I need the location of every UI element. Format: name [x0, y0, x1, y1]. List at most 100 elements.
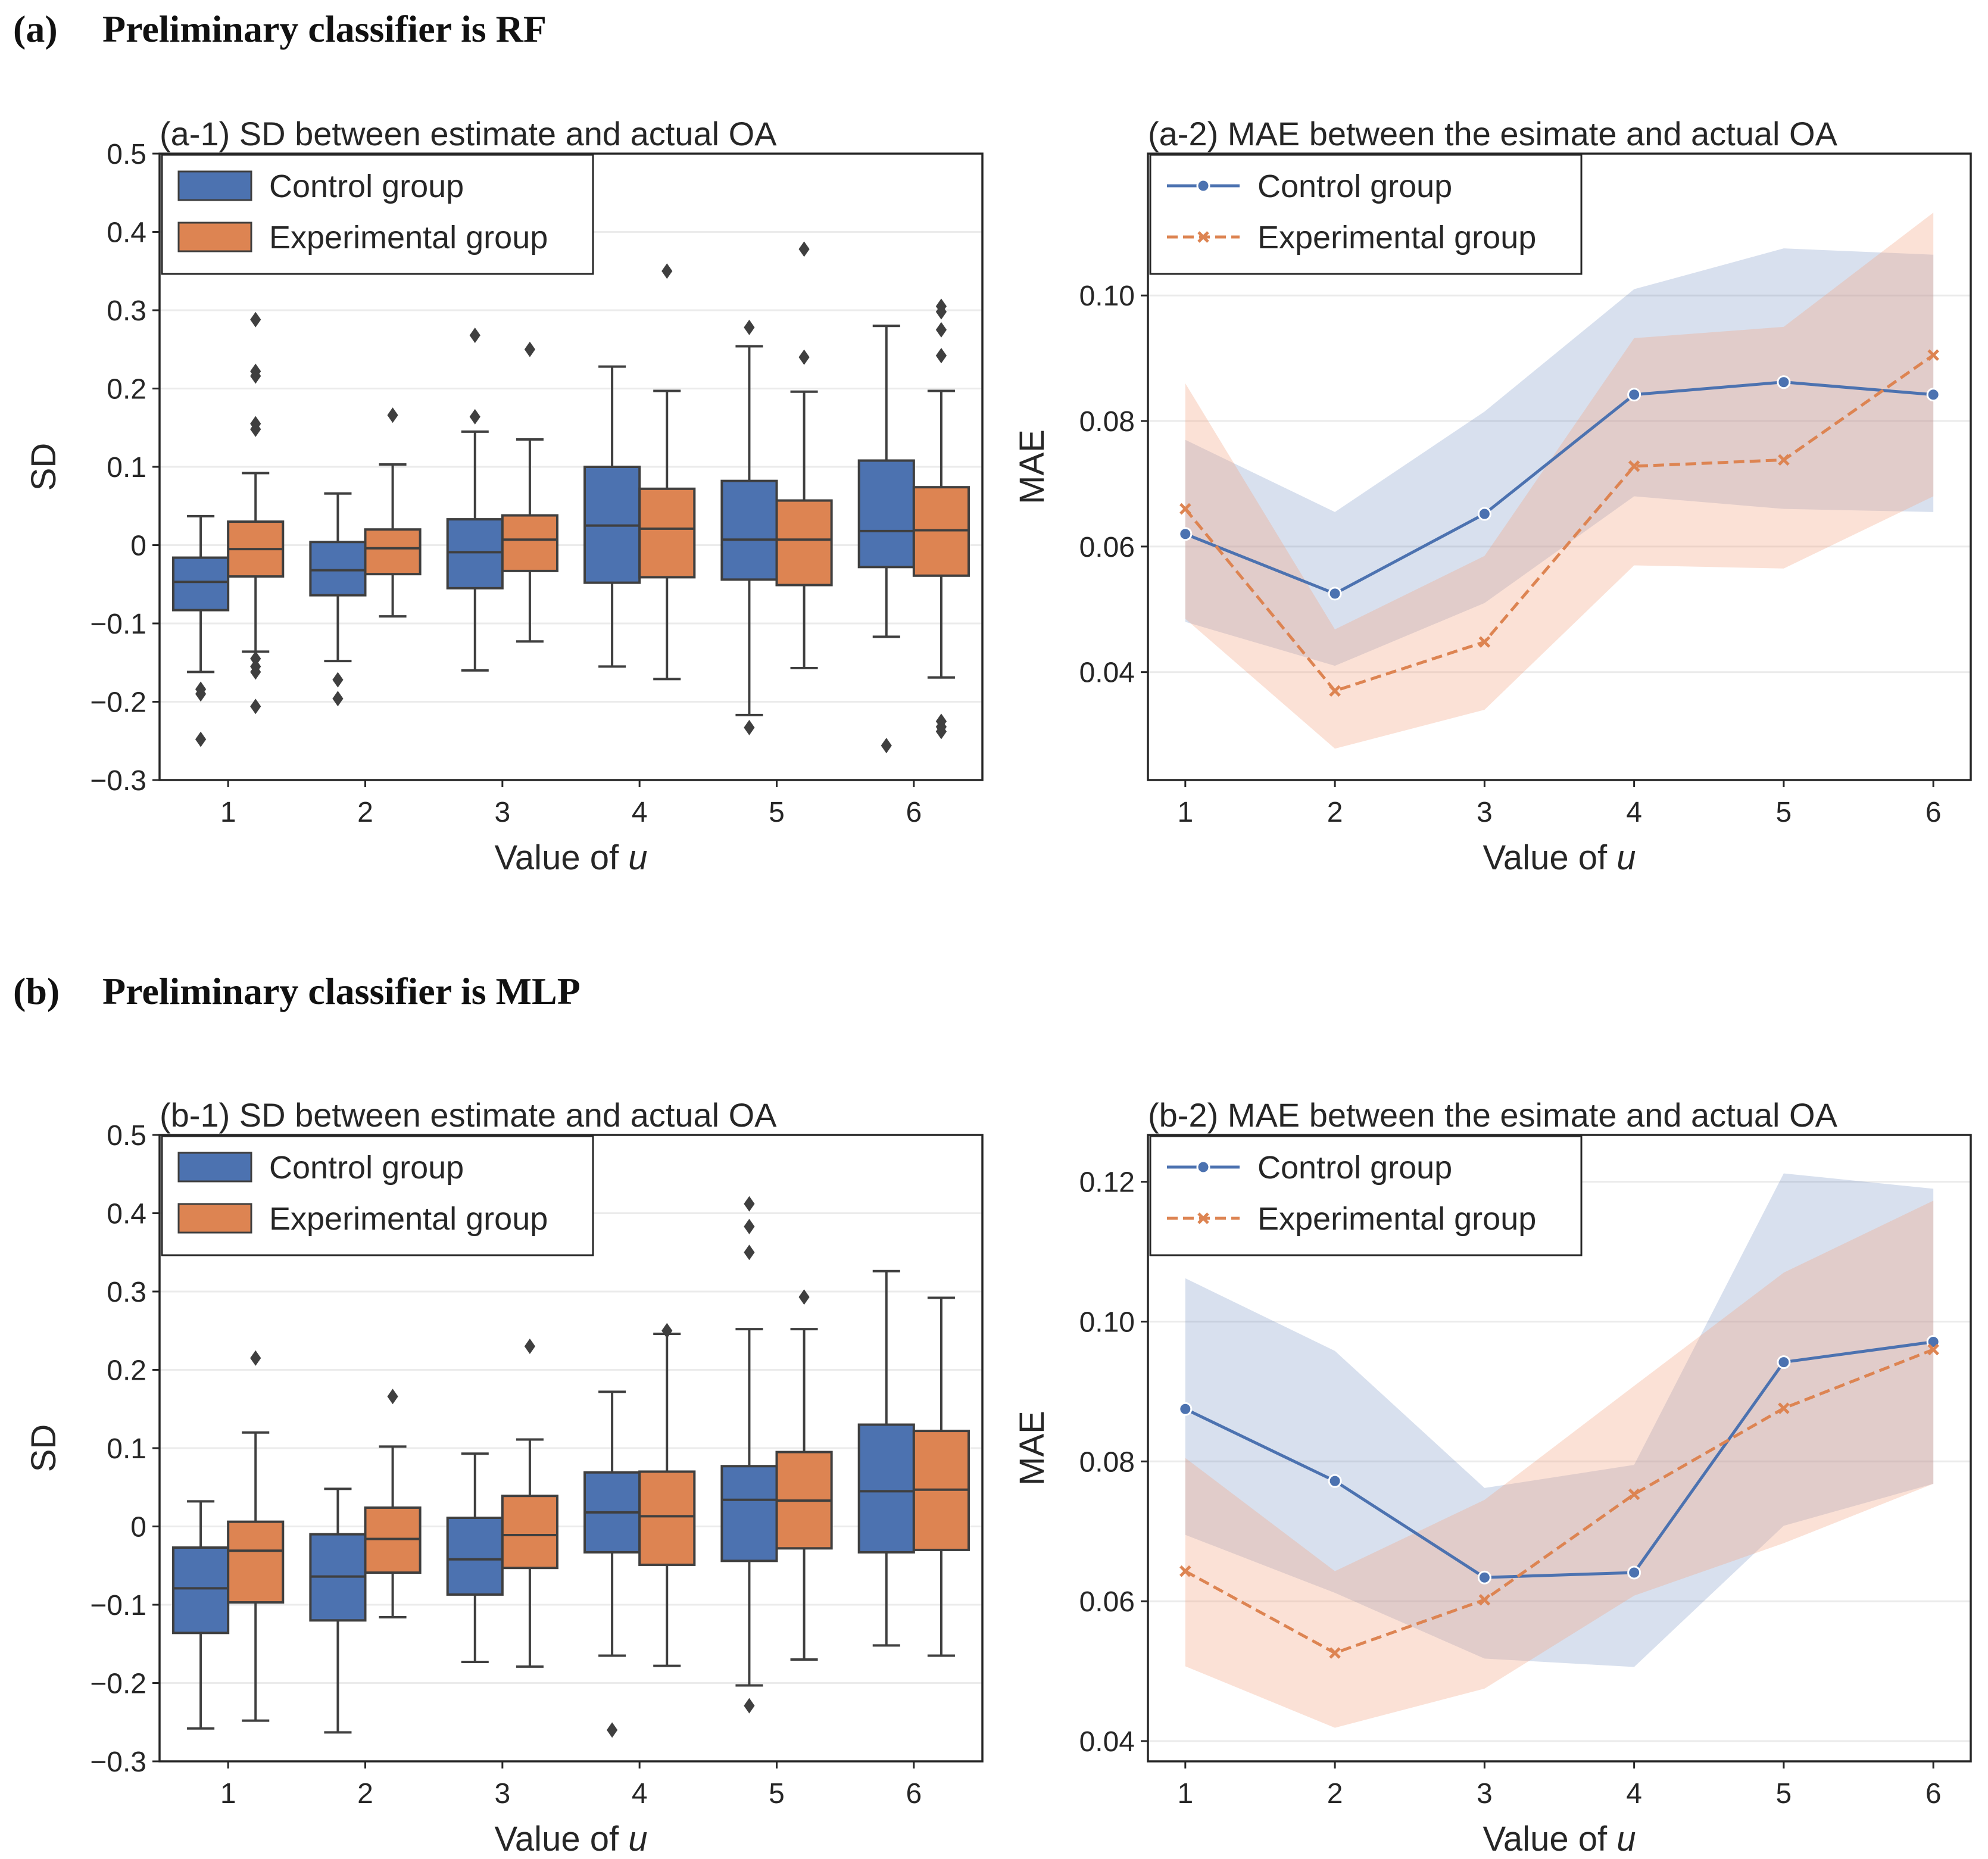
legend-marker [1197, 231, 1209, 243]
legend-swatch [177, 1203, 252, 1234]
data-point [1179, 1565, 1191, 1577]
experimental-boxes [227, 241, 970, 740]
outlier-marker [250, 664, 261, 680]
control-ci-band [1185, 248, 1934, 666]
data-point [1179, 503, 1191, 515]
x-tick-label: 4 [632, 1778, 648, 1810]
experimental-boxes [227, 1289, 970, 1722]
outlier-marker [332, 672, 344, 688]
outlier-marker [332, 691, 344, 707]
x-tick-label: 3 [494, 1778, 510, 1810]
data-point [1927, 1343, 1939, 1356]
y-tick-label: −0.2 [90, 687, 146, 719]
outlier-marker [798, 349, 810, 365]
legend-label: Experimental group [269, 220, 548, 255]
legend-box [1149, 1135, 1583, 1256]
x-tick-label: 2 [1327, 797, 1343, 828]
x-tick-label: 1 [1177, 797, 1193, 828]
legend-swatch [177, 1152, 252, 1183]
outlier-marker [798, 241, 810, 257]
legend-marker [1196, 1160, 1210, 1174]
series-line [1184, 354, 1934, 693]
x-axis-label-text: Value of [1483, 1820, 1617, 1858]
y-tick-label: 0.2 [107, 374, 146, 406]
x-tick-label: 5 [769, 797, 785, 828]
legend-marker [1196, 179, 1210, 193]
x-axis-label: Value of u [495, 1820, 648, 1858]
outlier-marker [250, 698, 261, 715]
outlier-marker [744, 1698, 755, 1714]
y-tick-label: 0.3 [107, 1277, 146, 1308]
legend-swatch [177, 222, 252, 252]
chart-a1: −0.3 −0.2 −0.1 0 0.1 0.2 0.3 0.4 0.5 1 2 3 4 5 6 (a-1) … [24, 115, 984, 877]
outlier-marker [524, 341, 535, 357]
x-axis-label: Value of u [495, 838, 648, 877]
box [638, 487, 696, 579]
outlier-marker [195, 686, 207, 702]
legend-label: Control group [1257, 1150, 1452, 1186]
series-line [1184, 380, 1934, 595]
outlier-marker [195, 731, 207, 747]
section-title: Preliminary classifier is RF [102, 8, 547, 50]
x-tick-label: 1 [1177, 1778, 1193, 1810]
outlier-marker [469, 327, 480, 344]
legend-label: Control group [1257, 169, 1452, 204]
legend: Control group Experimental group [1149, 1135, 1583, 1256]
outlier-marker [744, 1218, 755, 1234]
chart-title: (a-2) MAE between the esimate and actual… [1148, 115, 1838, 152]
outlier-marker [387, 407, 398, 423]
y-tick-label: −0.3 [90, 765, 146, 797]
chart-a2: 0.04 0.06 0.08 0.10 1 2 3 4 5 6 (a-2) MAE between … [1013, 115, 1972, 877]
data-point [1777, 1355, 1791, 1370]
chart-title: (a-1) SD between estimate and actual OA [160, 115, 777, 152]
x-axis-label: Value of u [1483, 1820, 1636, 1858]
x-tick-label: 2 [1327, 1778, 1343, 1810]
section-heading-a: (a) Preliminary classifier is RF [13, 7, 547, 51]
x-tick-label: 4 [632, 797, 648, 828]
y-tick-label: −0.1 [90, 1590, 146, 1621]
box [446, 518, 504, 589]
outlier-marker [661, 1322, 673, 1339]
outlier-marker [935, 723, 947, 740]
box [309, 541, 367, 597]
box [857, 1423, 915, 1554]
y-axis-label: SD [24, 1424, 63, 1473]
section-title: Preliminary classifier is MLP [102, 970, 581, 1012]
legend-label: Control group [269, 1150, 464, 1186]
y-tick-label: 0.04 [1079, 1726, 1135, 1758]
x-axis-label-variable: u [628, 1820, 647, 1858]
outlier-marker [250, 1350, 261, 1366]
y-tick-label: −0.1 [90, 609, 146, 640]
outlier-marker [661, 263, 673, 279]
y-tick-label: 0.5 [107, 1120, 146, 1152]
y-tick-label: 0.4 [107, 217, 146, 249]
outlier-marker [469, 408, 480, 425]
x-axis-label-text: Value of [495, 838, 629, 877]
y-tick-label: 0.2 [107, 1355, 146, 1387]
x-tick-label: 2 [357, 1778, 373, 1810]
chart-title: (b-2) MAE between the esimate and actual… [1148, 1096, 1838, 1134]
outlier-marker [744, 319, 755, 335]
chart-title: (b-1) SD between estimate and actual OA [160, 1096, 777, 1134]
data-point [1178, 527, 1193, 541]
y-tick-label: 0.04 [1079, 657, 1135, 689]
x-tick-label: 6 [1925, 797, 1942, 828]
legend-swatch [177, 170, 252, 201]
y-tick-label: 0.5 [107, 139, 146, 170]
data-point [1627, 1565, 1641, 1580]
box [501, 1495, 558, 1570]
y-tick-label: 0.06 [1079, 532, 1135, 563]
outlier-marker [607, 1722, 618, 1738]
y-tick-label: 0.3 [107, 295, 146, 327]
x-tick-label: 3 [494, 797, 510, 828]
outlier-marker [250, 421, 261, 437]
outlier-marker [744, 1244, 755, 1261]
box [446, 1517, 504, 1596]
control-ci-band [1185, 1173, 1934, 1667]
data-point [1628, 460, 1640, 472]
data-point [1178, 1402, 1193, 1416]
control-boxes [172, 1196, 915, 1738]
chart-b1: −0.3 −0.2 −0.1 0 0.1 0.2 0.3 0.4 0.5 1 2 3 4 5 6 (b-1) … [24, 1096, 984, 1858]
data-point [1329, 1647, 1341, 1659]
